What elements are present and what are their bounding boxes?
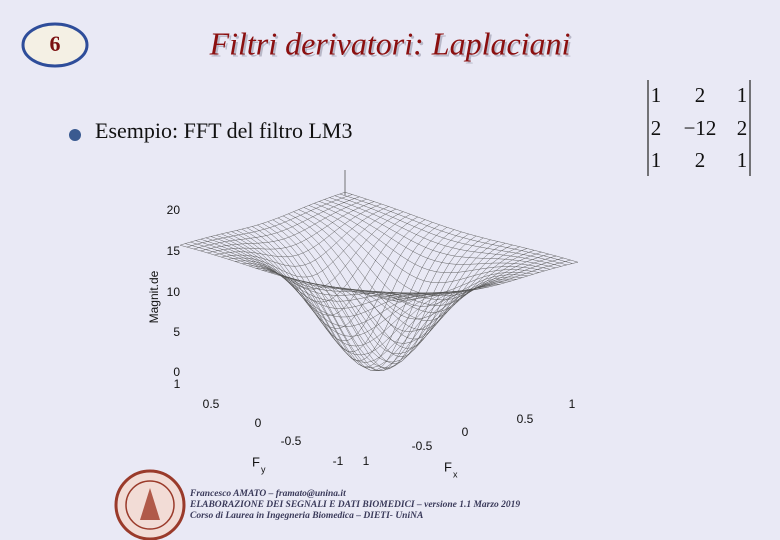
mesh-line: [329, 197, 562, 267]
footer: Francesco AMATO – framato@unina.itELABOR…: [189, 489, 520, 521]
bullet-text: Esempio: FFT del filtro LM3: [95, 118, 352, 143]
fx-tick-label: 0.5: [517, 412, 534, 426]
fx-label-sub: x: [453, 469, 458, 479]
footer-line: ELABORAZIONE DEI SEGNALI E DATI BIOMEDIC…: [189, 500, 520, 510]
fx-tick-label: -0.5: [412, 439, 433, 453]
title-shadow: Filtri derivatori: Laplaciani: [211, 27, 573, 63]
matrix-entry: 1: [651, 148, 662, 172]
matrix: 1 2 1 2 −12 2 1 2 1: [651, 83, 748, 172]
matrix-entry: −12: [684, 116, 717, 140]
mesh-line: [399, 261, 579, 303]
fx-tick-label: 1: [569, 397, 576, 411]
mesh-line: [289, 231, 462, 371]
mesh-line: [334, 195, 567, 266]
fy-tick-label: -0.5: [281, 434, 302, 448]
mesh-line: [288, 213, 517, 332]
footer-line: Corso di Laurea in Ingegneria Biomedica …: [190, 511, 423, 521]
mesh-line: [372, 253, 549, 296]
fx-tick-label: 1: [363, 454, 370, 468]
mesh-line: [317, 239, 491, 357]
fy-label: F: [252, 454, 260, 469]
matrix-entry: 1: [651, 83, 662, 107]
fy-tick-label: 1: [174, 377, 181, 391]
mesh-line: [293, 211, 523, 320]
matrix-entry: 2: [737, 116, 748, 140]
fy-label-sub: y: [261, 464, 266, 474]
mesh-line: [344, 191, 579, 263]
z-tick-label: 10: [167, 285, 181, 299]
mesh-line: [314, 203, 545, 274]
fx-tick-label: 0: [462, 425, 469, 439]
mesh-line: [365, 251, 542, 301]
z-tick-label: 15: [167, 244, 181, 258]
mesh-line: [303, 207, 534, 295]
mesh-line: [324, 241, 499, 349]
z-tick-label: 0: [173, 365, 180, 379]
mesh-line: [310, 237, 484, 364]
mesh-line: [358, 250, 535, 306]
fy-tick-label: 0: [255, 416, 262, 430]
mesh-line: [324, 199, 556, 269]
mesh-line: [393, 259, 571, 301]
mesh-line: [351, 248, 528, 313]
mesh-line: [331, 243, 506, 340]
matrix-entry: 1: [737, 83, 748, 107]
mesh-line: [308, 205, 540, 284]
bullet-dot: [69, 129, 81, 141]
z-tick-label: 5: [173, 325, 180, 339]
mesh-line: [319, 201, 551, 270]
z-tick-label: 20: [167, 203, 181, 217]
fy-tick-label: 0.5: [203, 397, 220, 411]
mesh-line: [344, 246, 520, 321]
footer-line: Francesco AMATO – framato@unina.it: [189, 489, 346, 499]
matrix-entry: 1: [737, 148, 748, 172]
slide-number-badge: [21, 22, 89, 68]
mesh-line: [339, 193, 573, 264]
surface-mesh: [179, 191, 579, 371]
matrix-entry: 2: [695, 148, 706, 172]
mesh-line: [296, 233, 469, 371]
mesh-line: [379, 255, 557, 298]
matrix-entry: 2: [695, 83, 706, 107]
mesh-line: [338, 244, 513, 330]
fx-label: F: [444, 459, 452, 474]
mesh-line: [303, 235, 477, 369]
z-axis-label: Magnit.de: [147, 270, 161, 323]
mesh-line: [298, 209, 528, 307]
title: Filtri derivatori: Laplaciani: [209, 25, 571, 61]
mesh-line: [272, 219, 501, 363]
fy-tick-label: -1: [333, 454, 344, 468]
mesh-line: [386, 257, 564, 300]
logo: [114, 469, 186, 540]
slide-number: 6: [50, 31, 61, 56]
matrix-entry: 2: [651, 116, 662, 140]
